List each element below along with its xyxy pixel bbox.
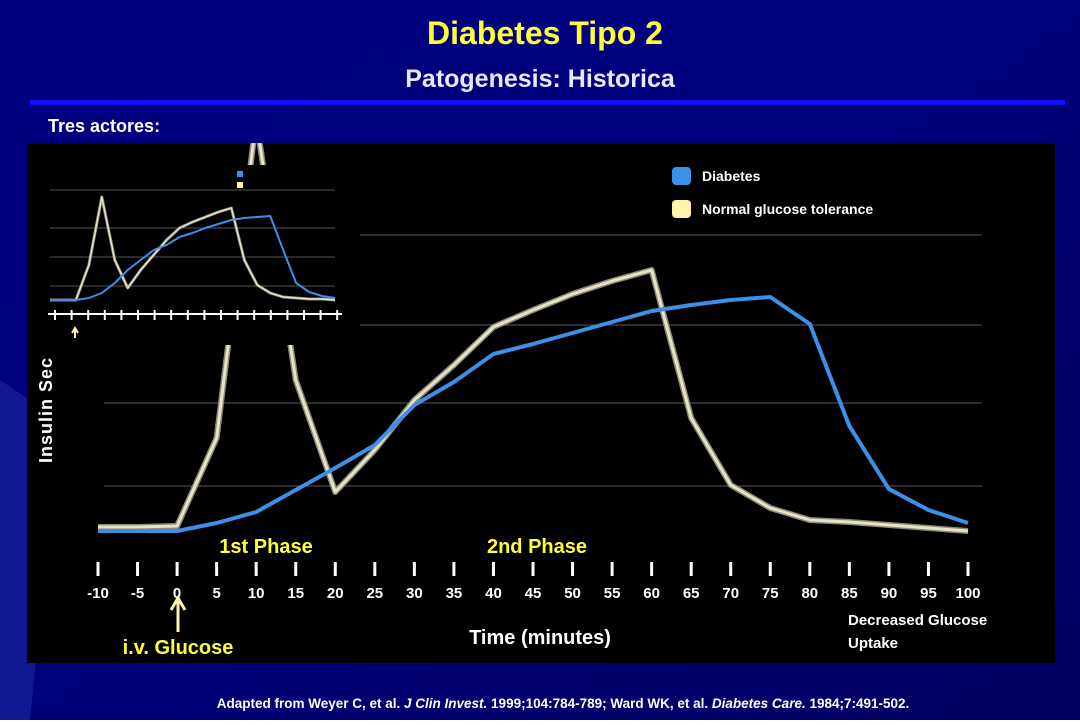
x-tick-label: 25 [366,585,383,602]
annotation: i.v. Glucose [123,637,234,659]
marker [237,171,243,177]
legend-label: Normal glucose tolerance [702,201,873,217]
annotation: Decreased Glucose [848,612,987,629]
x-tick-label: 0 [173,585,181,602]
x-tick-label: 75 [762,585,779,602]
inset-arrow [71,326,79,338]
x-tick-label: 60 [643,585,660,602]
footnote-part: 1999;104:784-789; Ward WK, et al. [487,696,712,711]
x-tick-label: 40 [485,585,502,602]
subtitle: Patogenesis: Historica [405,65,676,93]
x-tick-label: 5 [212,585,220,602]
x-tick-label: 45 [525,585,542,602]
x-tick-label: 65 [683,585,700,602]
x-tick-label: 70 [722,585,739,602]
glucose-arrow [169,595,187,632]
footnote-part: 1984;7:491-502. [806,696,910,711]
line [98,295,969,533]
legend-swatch [672,167,691,185]
footnote-part: Adapted from Weyer C, et al. [217,696,404,711]
x-tick-label: 100 [955,585,980,602]
y-axis-label: Insulin Sec [36,357,56,463]
x-tick-label: 95 [920,585,937,602]
x-tick-label: 55 [604,585,621,602]
legend-swatch [672,200,691,218]
section-label: Tres actores: [48,116,160,136]
marker [237,182,243,188]
line [50,196,336,301]
x-tick-label: 15 [287,585,304,602]
footnote-part: Diabetes Care. [712,696,806,711]
annotation: 1st Phase [219,536,312,558]
footnote: Adapted from Weyer C, et al. J Clin Inve… [217,696,910,711]
rule [30,100,1065,105]
inset-grid [50,189,335,287]
x-tick-label: 30 [406,585,423,602]
annotation: Uptake [848,635,898,652]
x-axis-label: Time (minutes) [469,627,611,649]
title: Diabetes Tipo 2 [427,15,663,51]
grid [104,234,982,487]
x-tick-label: 80 [801,585,818,602]
x-tick-label: -10 [87,585,109,602]
x-tick-label: 85 [841,585,858,602]
line [50,215,336,301]
x-tick-label: 50 [564,585,581,602]
x-tick-label: 20 [327,585,344,602]
inset-plot [50,195,336,302]
legend-label: Diabetes [702,168,761,184]
x-tick-label: 35 [446,585,463,602]
annotation: 2nd Phase [487,536,587,558]
x-tick-label: 10 [248,585,265,602]
x-tick-label: 90 [881,585,898,602]
x-tick-label: -5 [131,585,144,602]
footnote-part: J Clin Invest. [404,696,487,711]
